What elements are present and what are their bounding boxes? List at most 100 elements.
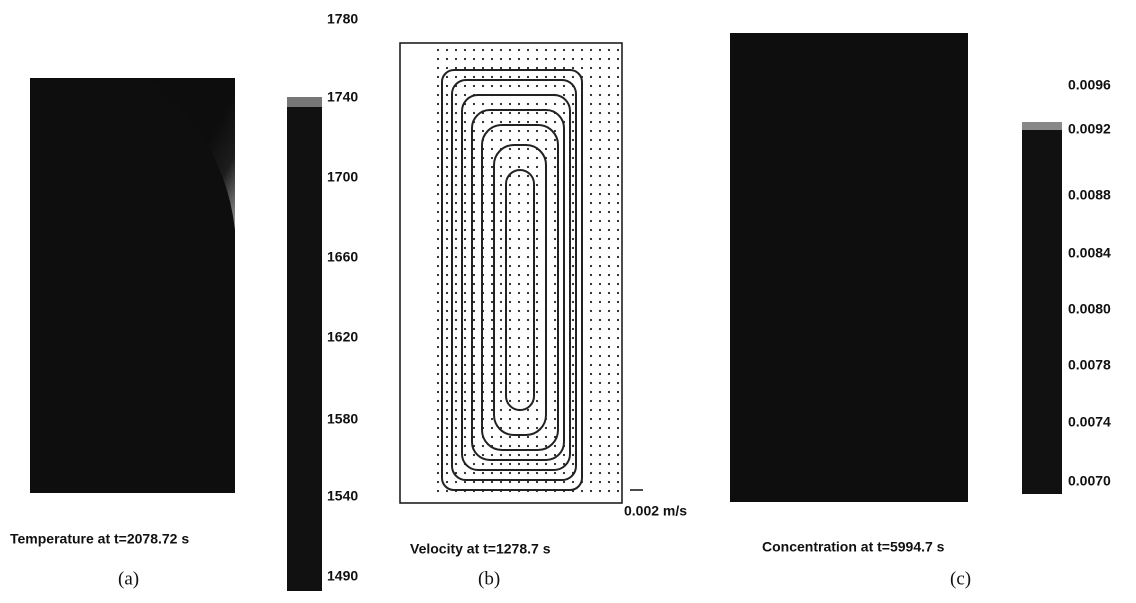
vector-dot: [598, 282, 602, 286]
vector-dot: [445, 372, 449, 376]
vector-dot: [598, 462, 602, 466]
vector-dot: [616, 300, 620, 304]
vector-dot: [616, 363, 620, 367]
vector-dot: [589, 93, 593, 97]
vector-dot: [481, 309, 485, 313]
vector-dot: [571, 327, 575, 331]
vector-dot: [508, 318, 512, 322]
vector-dot: [580, 336, 584, 340]
vector-dot: [535, 120, 539, 124]
vector-dot: [490, 93, 494, 97]
vector-dot: [526, 417, 530, 421]
vector-dot: [598, 300, 602, 304]
vector-dot: [571, 102, 575, 106]
vector-dot: [553, 444, 557, 448]
vector-dot: [490, 66, 494, 70]
vector-dot: [508, 390, 512, 394]
vector-dot: [589, 318, 593, 322]
vector-dot: [517, 48, 521, 52]
vector-dot: [499, 417, 503, 421]
vector-dot: [499, 372, 503, 376]
vector-dot: [490, 435, 494, 439]
vector-dot: [445, 147, 449, 151]
vector-dot: [454, 111, 458, 115]
vector-dot: [553, 327, 557, 331]
vector-dot: [472, 273, 476, 277]
vector-dot: [553, 273, 557, 277]
vector-dot: [589, 138, 593, 142]
vector-dot: [454, 93, 458, 97]
vector-dot: [508, 192, 512, 196]
vector-dot: [535, 210, 539, 214]
vector-dot: [436, 120, 440, 124]
vector-dot: [544, 264, 548, 268]
vector-dot: [481, 75, 485, 79]
vector-dot: [607, 471, 611, 475]
vector-dot: [454, 192, 458, 196]
vector-dot: [490, 309, 494, 313]
colorbar-label: 1540: [327, 488, 358, 504]
vector-dot: [598, 228, 602, 232]
vector-dot: [445, 318, 449, 322]
vector-dot: [490, 273, 494, 277]
vector-dot: [580, 147, 584, 151]
vector-dot: [454, 489, 458, 493]
vector-dot: [508, 399, 512, 403]
vector-dot: [508, 237, 512, 241]
vector-dot: [544, 399, 548, 403]
vector-dot: [589, 381, 593, 385]
vector-dot: [508, 156, 512, 160]
vector-dot: [607, 273, 611, 277]
vector-dot: [571, 201, 575, 205]
vector-dot: [463, 138, 467, 142]
vector-dot: [616, 282, 620, 286]
vector-dot: [562, 120, 566, 124]
vector-dot: [463, 273, 467, 277]
colorbar-label: 0.0074: [1068, 414, 1111, 430]
vector-dot: [526, 138, 530, 142]
vector-dot: [490, 408, 494, 412]
vector-dot: [553, 120, 557, 124]
vector-dot: [589, 399, 593, 403]
vector-dot: [535, 237, 539, 241]
vector-dot: [517, 219, 521, 223]
vector-dot: [553, 354, 557, 358]
vector-dot: [499, 75, 503, 79]
vector-dot: [463, 453, 467, 457]
vector-dot: [472, 390, 476, 394]
vector-dot: [598, 57, 602, 61]
vector-dot: [589, 408, 593, 412]
vector-dot: [490, 84, 494, 88]
vector-dot: [490, 210, 494, 214]
vector-dot: [598, 354, 602, 358]
vector-dot: [607, 93, 611, 97]
vector-dot: [598, 390, 602, 394]
vector-dot: [472, 156, 476, 160]
vector-dot: [580, 246, 584, 250]
vector-dot: [499, 354, 503, 358]
vector-dot: [481, 237, 485, 241]
vector-dot: [463, 201, 467, 205]
vector-dot: [454, 210, 458, 214]
vector-dot: [481, 255, 485, 259]
vector-dot: [616, 453, 620, 457]
vector-dot: [571, 75, 575, 79]
colorbar-label: 0.0080: [1068, 301, 1111, 317]
vector-dot: [517, 345, 521, 349]
vector-dot: [445, 75, 449, 79]
vector-dot: [562, 273, 566, 277]
vector-dot: [562, 399, 566, 403]
vector-dot: [472, 336, 476, 340]
colorbar-label: 0.0092: [1068, 121, 1111, 137]
vector-dot: [508, 246, 512, 250]
vector-dot: [544, 57, 548, 61]
vector-dot: [553, 201, 557, 205]
vector-dot: [508, 66, 512, 70]
vector-dot: [445, 354, 449, 358]
vector-dot: [481, 372, 485, 376]
vector-dot: [526, 156, 530, 160]
vector-dot: [436, 462, 440, 466]
vector-dot: [463, 183, 467, 187]
vector-dot: [598, 48, 602, 52]
vector-dot: [544, 372, 548, 376]
